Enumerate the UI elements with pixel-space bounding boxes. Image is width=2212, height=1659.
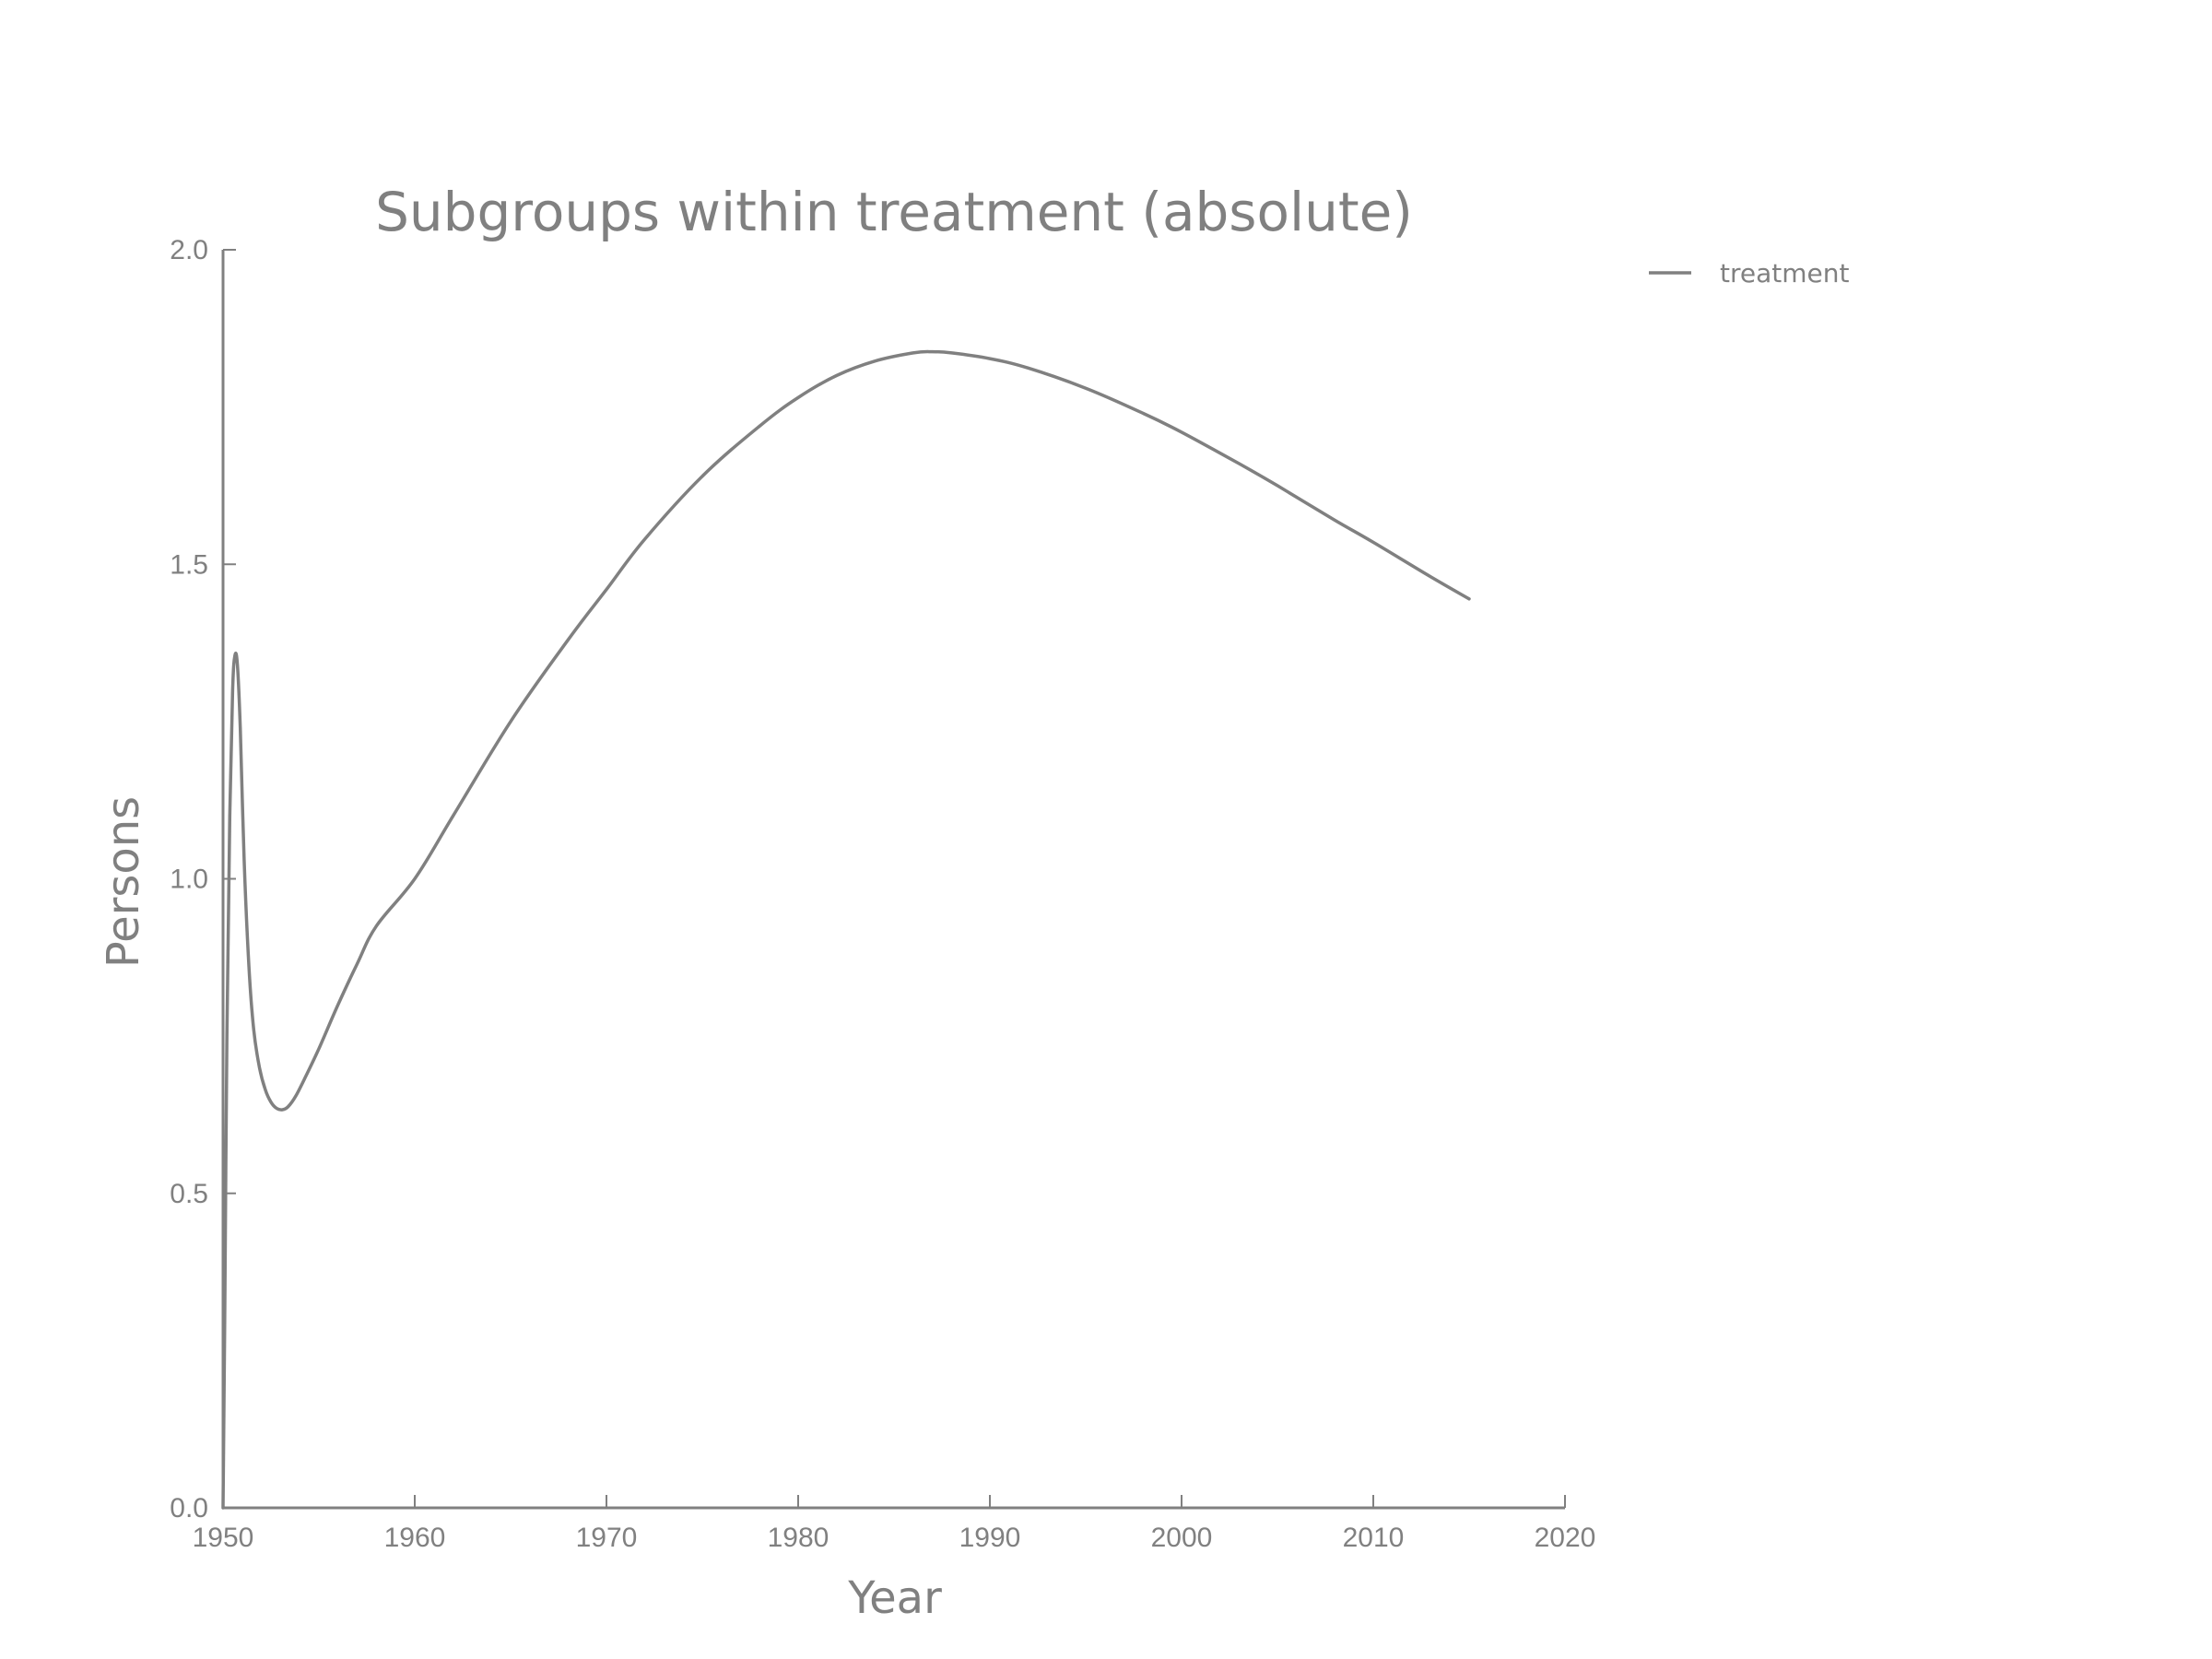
y-tick-label-2: 1.0 [170,865,208,895]
x-tick-label-6: 2010 [1343,1523,1405,1553]
legend: treatment [1649,258,1849,288]
chart-title: Subgroups within treatment (absolute) [375,181,1413,243]
y-tick-label-4: 2.0 [170,235,208,265]
x-tick-label-4: 1990 [959,1523,1021,1553]
y-tick-label-1: 0.5 [170,1179,208,1209]
x-tick-label-0: 1950 [193,1523,254,1553]
y-axis-label: Persons [98,796,149,968]
x-axis-label: Year [847,1572,942,1624]
legend-label-treatment: treatment [1720,258,1849,288]
x-tick-label-7: 2020 [1535,1523,1596,1553]
x-tick-label-3: 1980 [768,1523,830,1553]
y-tick-label-0: 0.0 [170,1493,208,1524]
series-line-treatment [221,349,1471,1510]
x-tick-label-5: 2000 [1151,1523,1213,1553]
plot-area: 1950 1960 1970 1980 1990 2000 2010 2020 0.0 0.5 1.… [170,235,1595,1553]
x-tick-label-1: 1960 [384,1523,446,1553]
y-tick-label-3: 1.5 [170,549,208,580]
x-tick-label-2: 1970 [576,1523,638,1553]
